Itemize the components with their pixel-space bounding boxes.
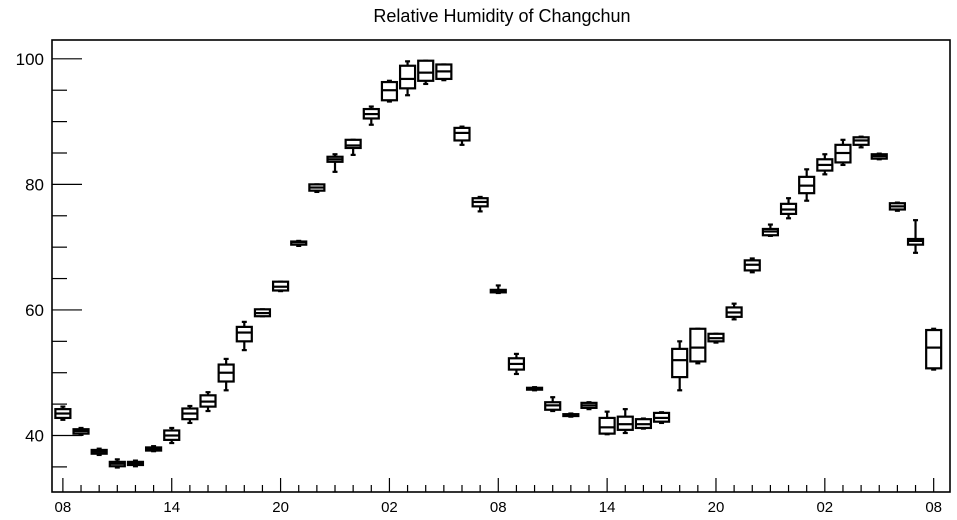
box-series — [54, 59, 943, 469]
box-plot — [580, 401, 598, 411]
box-plot — [453, 125, 471, 146]
y-tick-label: 60 — [25, 301, 44, 320]
box-iqr — [925, 328, 943, 370]
box-plot — [144, 445, 163, 453]
box-plot — [816, 153, 834, 176]
box-plot — [417, 59, 435, 86]
box-plot — [199, 391, 217, 413]
x-tick-label: 08 — [925, 499, 942, 516]
box-plot — [398, 60, 417, 97]
x-tick-label: 02 — [381, 499, 398, 516]
box-iqr — [598, 416, 616, 435]
box-iqr — [671, 347, 689, 379]
box-plot — [598, 410, 616, 436]
box-plot — [834, 138, 852, 167]
y-tick-label: 40 — [25, 427, 44, 446]
box-plot — [743, 257, 761, 274]
box-plot — [217, 357, 235, 392]
x-axis: 08 14 20 02 08 14 20 02 08 — [55, 478, 942, 516]
box-plot — [689, 327, 707, 365]
box-plot — [308, 183, 326, 194]
box-plot — [163, 426, 181, 445]
box-plot — [544, 396, 562, 413]
x-tick-label: 20 — [272, 499, 289, 516]
box-plot — [652, 411, 671, 425]
x-tick-label: 20 — [708, 499, 725, 516]
box-plot — [925, 327, 943, 371]
box-plot — [906, 219, 925, 254]
x-tick-label: 14 — [163, 499, 180, 516]
box-plot — [562, 412, 580, 418]
box-iqr — [453, 126, 471, 142]
box-plot — [108, 458, 126, 469]
box-plot — [707, 332, 725, 344]
box-plot — [344, 138, 362, 156]
box-plot — [489, 284, 507, 295]
box-plot — [634, 417, 653, 430]
box-plot — [54, 405, 72, 421]
box-plot — [852, 135, 870, 149]
box-plot — [253, 308, 272, 318]
box-plot — [181, 404, 199, 425]
box-iqr — [398, 64, 417, 90]
box-plot — [290, 239, 308, 248]
box-iqr — [235, 325, 253, 343]
x-tick-label: 08 — [490, 499, 507, 516]
y-tick-label: 100 — [16, 50, 44, 69]
box-plot — [671, 340, 689, 392]
y-tick-label: 80 — [25, 175, 44, 194]
chart-title: Relative Humidity of Changchun — [373, 6, 630, 26]
box-iqr — [689, 327, 707, 363]
box-plot — [126, 459, 145, 468]
box-plot — [870, 152, 888, 161]
box-plot — [761, 223, 780, 237]
box-plot — [616, 408, 634, 435]
box-plot — [380, 79, 399, 103]
box-plot — [72, 426, 90, 436]
box-plot — [525, 386, 544, 392]
box-plot — [798, 168, 816, 202]
box-plot — [90, 447, 108, 457]
box-plot — [435, 63, 453, 82]
x-tick-label: 08 — [55, 499, 72, 516]
box-plot — [362, 105, 380, 126]
box-plot — [326, 153, 344, 173]
box-plot — [779, 197, 798, 220]
y-axis: 40 60 80 100 — [16, 50, 82, 468]
x-tick-label: 14 — [599, 499, 616, 516]
box-plot — [471, 195, 489, 213]
box-plot — [271, 280, 290, 293]
box-plot — [725, 302, 743, 321]
box-plot — [888, 201, 906, 212]
box-iqr — [417, 59, 435, 82]
box-iqr — [344, 138, 362, 150]
box-plot — [507, 352, 526, 376]
x-tick-label: 02 — [816, 499, 833, 516]
box-plot — [235, 320, 253, 352]
plot-frame — [51, 39, 951, 493]
